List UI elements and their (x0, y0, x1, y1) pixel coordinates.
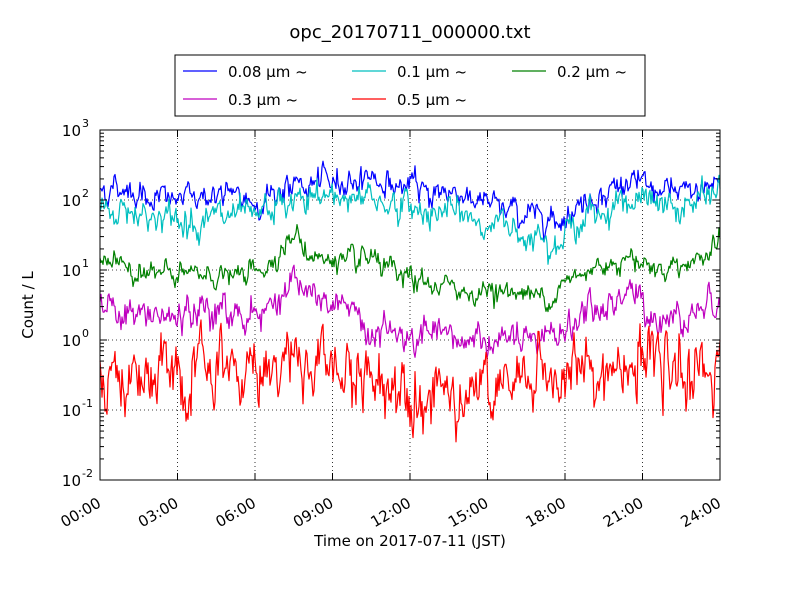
series-line (99, 174, 721, 265)
chart-title: opc_20170711_000000.txt (289, 22, 530, 43)
legend-label: 0.2 µm ~ (557, 63, 627, 81)
y-tick-label-base: 10 (62, 192, 81, 210)
legend-label: 0.1 µm ~ (397, 63, 467, 81)
y-tick-label-exponent: 1 (82, 257, 89, 270)
y-tick-label-exponent: -1 (82, 397, 93, 410)
x-axis-label: Time on 2017-07-11 (JST) (313, 532, 506, 550)
y-tick-label-base: 10 (62, 332, 81, 350)
series-line (99, 224, 721, 313)
y-tick-label-base: 10 (62, 402, 81, 420)
y-tick-label-exponent: 2 (82, 187, 89, 200)
legend-box (174, 54, 646, 117)
y-axis-label: Count / L (19, 271, 37, 339)
y-tick-label-base: 10 (62, 472, 81, 490)
legend-label: 0.5 µm ~ (397, 91, 467, 109)
legend-label: 0.3 µm ~ (228, 91, 298, 109)
series-group (99, 160, 721, 443)
y-tick-label: 10 0 (62, 327, 89, 350)
y-tick-label: 10 3 (62, 117, 89, 140)
legend-label: 0.08 µm ~ (228, 63, 308, 81)
y-tick-label-base: 10 (62, 262, 81, 280)
series-line (99, 319, 721, 443)
y-tick-label: 10 -2 (62, 467, 93, 490)
series-line (99, 160, 721, 243)
y-tick-label-exponent: 0 (82, 327, 89, 340)
y-tick-label: 10 -1 (62, 397, 93, 420)
y-tick-label: 10 2 (62, 187, 89, 210)
y-tick-label-exponent: -2 (82, 467, 93, 480)
y-tick-label-exponent: 3 (82, 117, 89, 130)
y-tick-label: 10 1 (62, 257, 89, 280)
legend: 0.08 µm ~ 0.1 µm ~ 0.2 µm ~ 0.3 µm ~ 0.5 µm … (174, 54, 646, 117)
series-line (99, 264, 721, 360)
y-tick-label-base: 10 (62, 122, 81, 140)
